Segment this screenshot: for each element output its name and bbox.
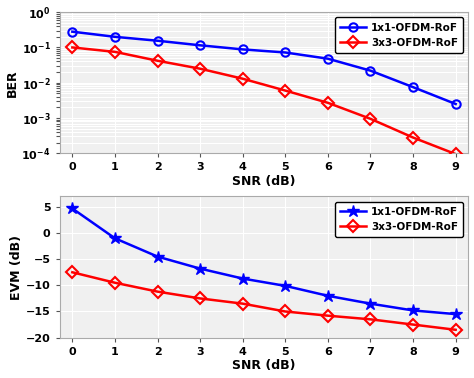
Y-axis label: EVM (dB): EVM (dB) xyxy=(10,235,23,299)
Line: 3x3-OFDM-RoF: 3x3-OFDM-RoF xyxy=(68,268,460,334)
3x3-OFDM-RoF xyxy=(325,101,331,105)
1x1-OFDM-RoF xyxy=(453,102,458,106)
3x3-OFDM-RoF xyxy=(368,317,374,322)
1x1-OFDM-RoF xyxy=(368,301,374,306)
3x3-OFDM-RoF xyxy=(283,88,288,93)
Y-axis label: BER: BER xyxy=(6,69,18,96)
1x1-OFDM-RoF xyxy=(70,29,75,34)
Line: 1x1-OFDM-RoF: 1x1-OFDM-RoF xyxy=(66,202,462,321)
1x1-OFDM-RoF xyxy=(197,43,203,48)
3x3-OFDM-RoF xyxy=(410,135,416,140)
3x3-OFDM-RoF xyxy=(70,45,75,50)
X-axis label: SNR (dB): SNR (dB) xyxy=(232,175,296,188)
3x3-OFDM-RoF xyxy=(453,152,458,156)
3x3-OFDM-RoF xyxy=(155,290,160,294)
Legend: 1x1-OFDM-RoF, 3x3-OFDM-RoF: 1x1-OFDM-RoF, 3x3-OFDM-RoF xyxy=(335,17,463,53)
3x3-OFDM-RoF xyxy=(240,301,246,306)
3x3-OFDM-RoF xyxy=(410,322,416,327)
3x3-OFDM-RoF xyxy=(325,313,331,318)
1x1-OFDM-RoF xyxy=(197,266,203,271)
1x1-OFDM-RoF xyxy=(410,308,416,313)
X-axis label: SNR (dB): SNR (dB) xyxy=(232,359,296,372)
Legend: 1x1-OFDM-RoF, 3x3-OFDM-RoF: 1x1-OFDM-RoF, 3x3-OFDM-RoF xyxy=(335,202,463,237)
3x3-OFDM-RoF xyxy=(240,76,246,81)
1x1-OFDM-RoF xyxy=(155,254,160,259)
Line: 3x3-OFDM-RoF: 3x3-OFDM-RoF xyxy=(68,43,460,158)
1x1-OFDM-RoF xyxy=(410,85,416,90)
1x1-OFDM-RoF xyxy=(112,34,118,39)
1x1-OFDM-RoF xyxy=(368,68,374,73)
3x3-OFDM-RoF xyxy=(112,280,118,285)
3x3-OFDM-RoF xyxy=(368,116,374,121)
1x1-OFDM-RoF xyxy=(453,312,458,316)
1x1-OFDM-RoF xyxy=(240,276,246,281)
1x1-OFDM-RoF xyxy=(283,50,288,55)
1x1-OFDM-RoF xyxy=(325,56,331,61)
3x3-OFDM-RoF xyxy=(283,309,288,314)
3x3-OFDM-RoF xyxy=(112,50,118,54)
3x3-OFDM-RoF xyxy=(197,296,203,301)
Line: 1x1-OFDM-RoF: 1x1-OFDM-RoF xyxy=(68,28,460,108)
1x1-OFDM-RoF xyxy=(155,39,160,43)
1x1-OFDM-RoF xyxy=(240,47,246,52)
3x3-OFDM-RoF xyxy=(155,59,160,63)
1x1-OFDM-RoF xyxy=(325,294,331,298)
3x3-OFDM-RoF xyxy=(197,67,203,71)
1x1-OFDM-RoF xyxy=(112,236,118,240)
1x1-OFDM-RoF xyxy=(70,206,75,211)
3x3-OFDM-RoF xyxy=(453,327,458,332)
3x3-OFDM-RoF xyxy=(70,270,75,274)
1x1-OFDM-RoF xyxy=(283,284,288,288)
